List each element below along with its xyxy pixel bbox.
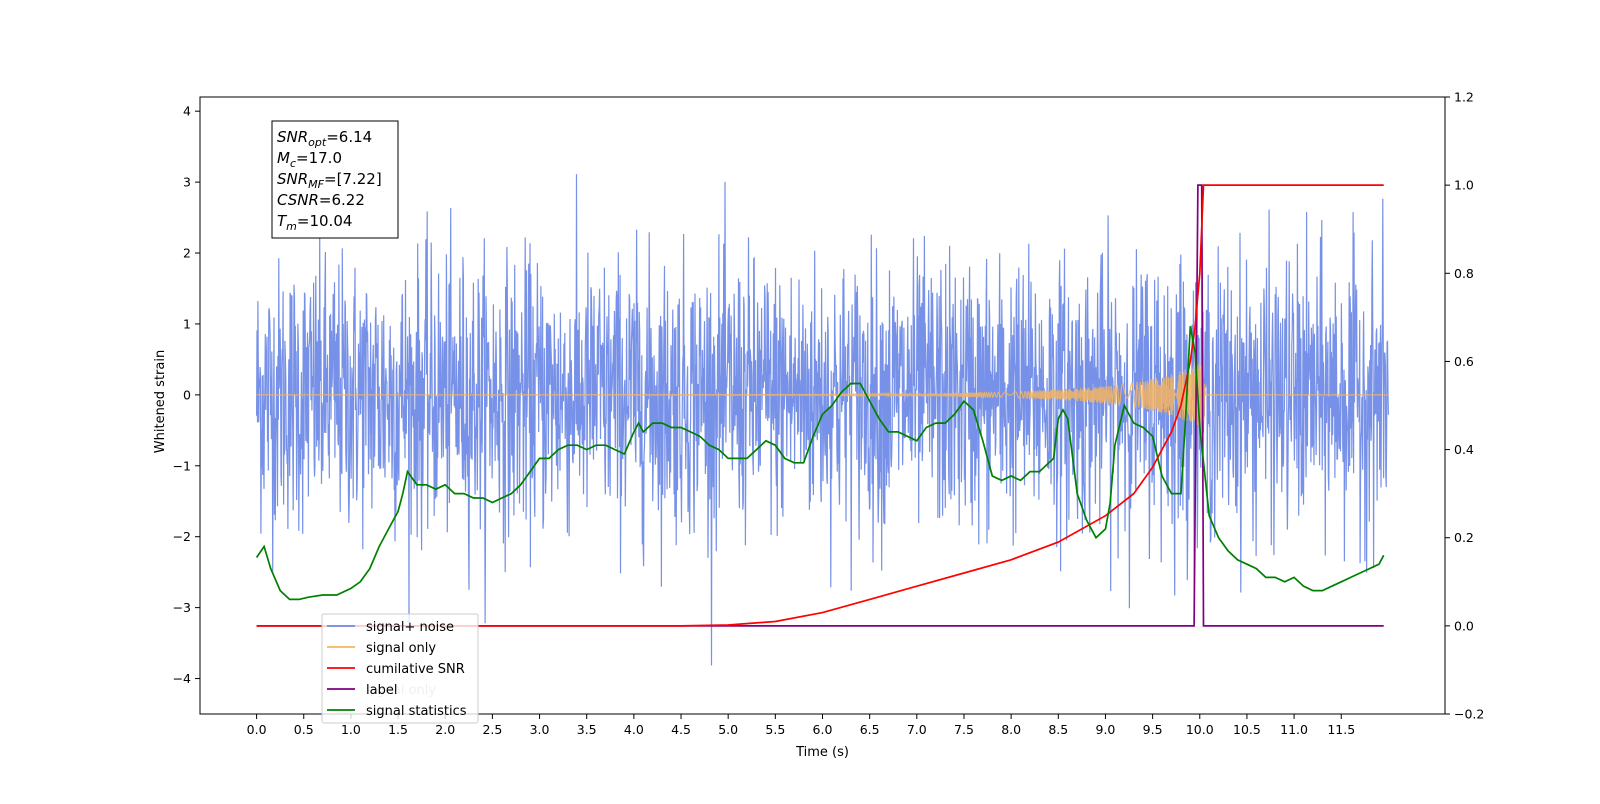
legend: signal+ noise signal only cumilative SNR la… (321, 613, 479, 724)
y-tick-label-left: −3 (173, 600, 191, 615)
x-tick-label: 10.5 (1233, 722, 1261, 737)
y-tick-label-left: 2 (183, 246, 191, 261)
x-tick-label: 0.5 (294, 722, 314, 737)
x-tick-label: 8.0 (1001, 722, 1021, 737)
y-tick-label-left: −4 (173, 671, 191, 686)
x-tick-label: 6.5 (860, 722, 880, 737)
legend-label: signal only (366, 641, 436, 656)
x-tick-label: 5.5 (765, 722, 785, 737)
y-tick-label-right: 0.0 (1454, 618, 1474, 633)
x-tick-label: 11.0 (1280, 722, 1308, 737)
y-tick-label-right: 1.0 (1454, 178, 1474, 193)
signal-only-series (256, 362, 1389, 427)
annotation-line: SNRopt=6.14 (277, 128, 372, 149)
y-tick-label-left: 3 (183, 175, 191, 190)
signal-only-line (256, 362, 1389, 427)
y-tick-label-left: −2 (173, 529, 191, 544)
x-tick-label: 4.0 (624, 722, 644, 737)
y-tick-label-right: −0.2 (1454, 707, 1484, 722)
x-tick-label: 9.0 (1096, 722, 1116, 737)
y-tick-label-left: 0 (183, 387, 191, 402)
x-tick-label: 3.5 (577, 722, 597, 737)
right-axis-series (255, 184, 1385, 627)
label-line (256, 184, 1384, 627)
x-tick-label: 1.0 (341, 722, 361, 737)
x-axis-label: Time (s) (795, 745, 849, 760)
legend-label: signal statistics (366, 704, 467, 719)
annotation-line: Mc=17.0 (277, 149, 342, 170)
y-tick-label-right: 0.4 (1454, 442, 1474, 457)
signal-noise-series (256, 174, 1389, 666)
x-tick-label: 6.0 (813, 722, 833, 737)
y-tick-label-right: 0.8 (1454, 266, 1474, 281)
signal-statistics-line (255, 326, 1385, 601)
y-tick-label-left: −1 (173, 458, 191, 473)
y-tick-label-left: 4 (183, 104, 191, 119)
legend-label: label (366, 683, 397, 698)
x-tick-label: 5.0 (718, 722, 738, 737)
annotation-line: CSNR=6.22 (277, 191, 365, 209)
x-tick-label: 1.5 (388, 722, 408, 737)
x-tick-label: 2.5 (482, 722, 502, 737)
y-tick-label-right: 0.2 (1454, 530, 1474, 545)
x-tick-label: 3.0 (530, 722, 550, 737)
x-tick-label: 4.5 (671, 722, 691, 737)
axes-ticks: 0.0 0.5 1.0 1.5 2.0 2.5 3.0 3.5 4.0 4.5 5.0 5.5 6.0 6… (173, 90, 1485, 738)
x-tick-label: 2.0 (435, 722, 455, 737)
x-tick-label: 7.0 (907, 722, 927, 737)
signal-noise-line (256, 174, 1389, 666)
x-tick-label: 7.5 (954, 722, 974, 737)
y-axis-label: Whitened strain (153, 350, 168, 453)
legend-label-ghost: signal only (366, 683, 436, 698)
annotation-line: SNRMF=[7.22] (277, 170, 382, 191)
y-tick-label-left: 1 (183, 316, 191, 331)
x-tick-label: 0.0 (247, 722, 267, 737)
x-tick-label: 9.5 (1143, 722, 1163, 737)
x-tick-label: 10.0 (1186, 722, 1214, 737)
legend-label: signal+ noise (366, 620, 454, 635)
cumulative-snr-line (256, 184, 1384, 627)
y-tick-label-right: 1.2 (1454, 90, 1474, 105)
y-tick-label-right: 0.6 (1454, 354, 1474, 369)
legend-label: cumilative SNR (366, 662, 465, 677)
x-tick-label: 8.5 (1048, 722, 1068, 737)
annotation-line: Tm=10.04 (277, 212, 352, 233)
x-tick-label: 11.5 (1327, 722, 1355, 737)
